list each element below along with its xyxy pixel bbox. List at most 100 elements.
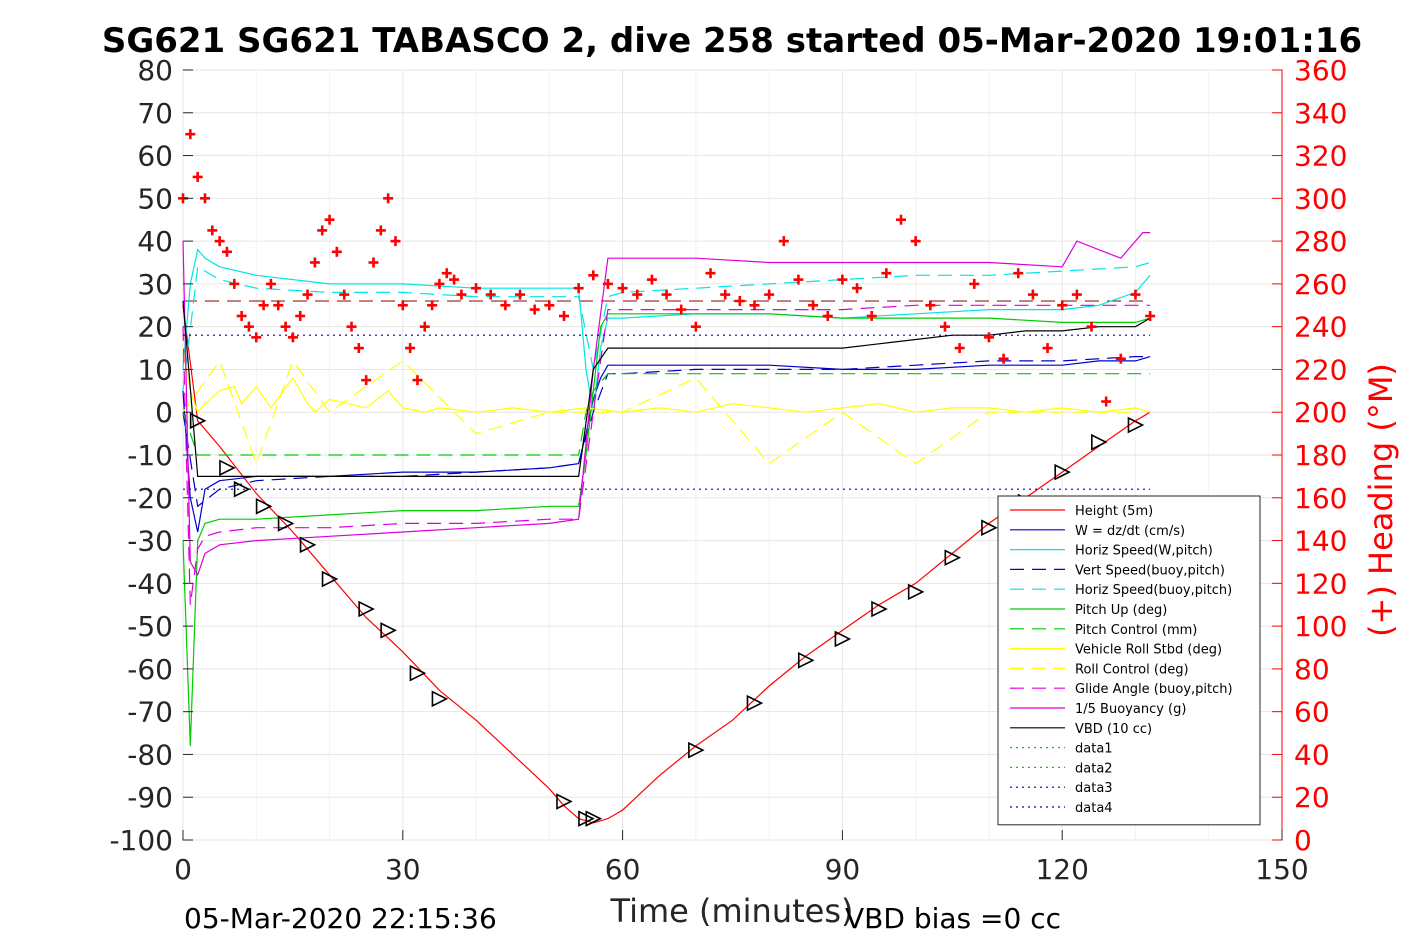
heading-point: [258, 300, 269, 311]
y-axis-right-label: (+) Heading (°M): [1362, 363, 1400, 637]
heading-point: [236, 310, 247, 321]
depth-marker: [409, 664, 427, 682]
depth-marker: [189, 412, 207, 430]
y-tick-label: 30: [137, 268, 173, 301]
heading-point: [251, 332, 262, 343]
depth-marker: [299, 536, 317, 554]
heading-point: [690, 321, 701, 332]
y-tick-label: 10: [137, 353, 173, 386]
heading-point: [500, 300, 511, 311]
series-line-8: [182, 347, 1151, 414]
depth-marker: [688, 741, 705, 759]
y-tick-label: -10: [127, 439, 173, 472]
heading-point: [434, 278, 445, 289]
series-line-9: [182, 359, 1136, 466]
heading-point: [544, 300, 555, 311]
depth-marker: [277, 515, 295, 532]
depth-marker: [1127, 416, 1145, 434]
y-tick-label: 0: [155, 396, 173, 429]
heading-point: [368, 257, 379, 268]
heading-point: [910, 236, 921, 247]
legend-label: Pitch Control (mm): [1075, 623, 1197, 638]
legend-label: VBD (10 cc): [1075, 722, 1152, 737]
heading-point: [896, 214, 907, 225]
heading-point: [1013, 268, 1024, 279]
series-line-12: [182, 300, 1151, 477]
y-right-tick-label: 200: [1294, 396, 1347, 429]
heading-point: [837, 274, 848, 285]
heading-point: [998, 353, 1009, 364]
y-right-tick-label: 260: [1294, 268, 1347, 301]
y-right-tick-label: 220: [1294, 353, 1347, 386]
heading-point: [983, 332, 994, 343]
series-line-2: [182, 356, 1151, 533]
y-right-tick-label: 340: [1294, 97, 1347, 130]
depth-marker: [907, 583, 925, 601]
chart-title: SG621 SG621 TABASCO 2, dive 258 started …: [102, 21, 1362, 61]
y-tick-label: 20: [137, 311, 173, 344]
legend-label: Glide Angle (buoy,pitch): [1075, 682, 1233, 697]
y-right-tick-label: 280: [1294, 225, 1347, 258]
depth-marker: [219, 459, 236, 477]
y-right-tick-label: 20: [1294, 781, 1330, 814]
depth-marker: [1091, 433, 1108, 451]
heading-point: [778, 236, 789, 247]
legend-label: Height (5m): [1075, 504, 1153, 519]
series-line-10: [182, 304, 1151, 605]
heading-point: [793, 274, 804, 285]
heading-point: [1101, 396, 1112, 407]
heading-point: [852, 283, 863, 294]
legend-label: W = dz/dt (cm/s): [1075, 524, 1185, 539]
heading-point: [346, 321, 357, 332]
heading-point: [397, 300, 408, 311]
heading-point: [405, 343, 416, 354]
y-axis-right: 3603403203002802602402202001801601401201…: [1272, 54, 1347, 857]
depth-marker: [797, 652, 815, 669]
y-tick-label: 70: [137, 97, 173, 130]
heading-point: [324, 214, 335, 225]
y-tick-label: -90: [127, 781, 173, 814]
legend-label: data3: [1075, 781, 1113, 796]
heading-point: [939, 321, 950, 332]
legend-label: Horiz Speed(buoy,pitch): [1075, 583, 1232, 598]
heading-point: [1145, 310, 1156, 321]
y-tick-label: -60: [127, 653, 173, 686]
heading-point: [317, 225, 328, 236]
heading-point: [339, 289, 350, 300]
heading-point: [412, 375, 423, 386]
heading-point: [375, 225, 386, 236]
heading-point: [646, 274, 657, 285]
heading-point: [331, 246, 342, 257]
series-line-11: [182, 232, 1151, 577]
y-right-tick-label: 0: [1294, 824, 1312, 857]
legend: Height (5m) W = dz/dt (cm/s) Horiz Speed(W…: [997, 495, 1261, 826]
heading-point: [705, 268, 716, 279]
heading-point: [185, 129, 196, 140]
heading-point: [925, 300, 936, 311]
y-tick-label: 50: [137, 182, 173, 215]
heading-point: [485, 289, 496, 300]
y-tick-label: 40: [137, 225, 173, 258]
depth-marker: [255, 498, 273, 515]
y-right-tick-label: 60: [1294, 696, 1330, 729]
x-tick-label: 90: [825, 853, 861, 886]
depth-marker: [834, 630, 852, 648]
heading-point: [302, 289, 313, 300]
heading-point: [661, 289, 672, 300]
y-axis-left: 80 70 60 50 40 30 20 10 0 -10 -20 -30 -40 -50 -60 -70 -8…: [109, 54, 193, 857]
heading-point: [441, 268, 452, 279]
heading-point: [588, 270, 599, 281]
x-tick-label: 0: [174, 853, 192, 886]
heading-point: [954, 343, 965, 354]
heading-point: [383, 193, 394, 204]
y-right-tick-label: 80: [1294, 653, 1330, 686]
heading-point: [265, 278, 276, 289]
legend-label: Vehicle Roll Stbd (deg): [1075, 643, 1222, 658]
y-tick-label: -30: [127, 525, 173, 558]
legend-label: data1: [1075, 742, 1113, 757]
legend-label: 1/5 Buoyancy (g): [1075, 702, 1186, 717]
heading-point: [808, 300, 819, 311]
y-tick-label: -100: [109, 824, 173, 857]
heading-point: [602, 278, 613, 289]
legend-label: Pitch Up (deg): [1075, 603, 1167, 618]
